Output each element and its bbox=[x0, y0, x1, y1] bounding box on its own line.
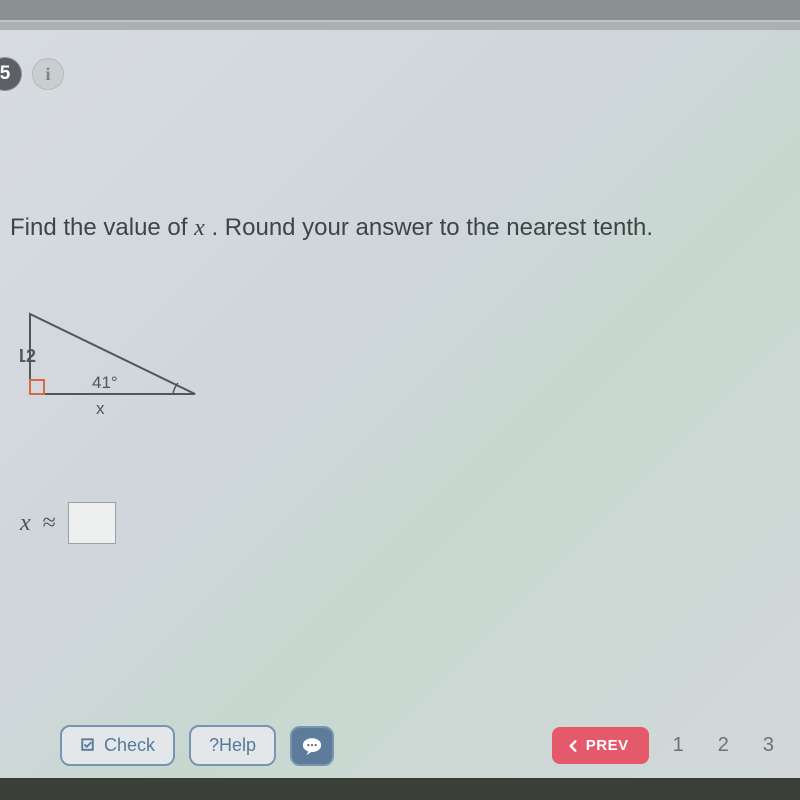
help-button[interactable]: ?Help bbox=[189, 725, 276, 766]
page-3[interactable]: 3 bbox=[753, 734, 784, 757]
bottom-toolbar: Check ?Help PREV 1 2 3 bbox=[0, 725, 800, 766]
check-icon bbox=[80, 737, 98, 755]
chevron-left-icon bbox=[566, 739, 580, 753]
content-screen: 5 i Find the value of x . Round your ans… bbox=[0, 20, 800, 780]
check-button[interactable]: Check bbox=[60, 725, 175, 766]
question-text: Find the value of x . Round your answer … bbox=[10, 212, 790, 244]
help-label: ?Help bbox=[209, 735, 256, 756]
question-prefix: Find the value of bbox=[10, 214, 194, 241]
top-divider-strip bbox=[0, 22, 800, 30]
page-2[interactable]: 2 bbox=[708, 734, 739, 757]
info-icon[interactable]: i bbox=[32, 58, 64, 90]
chat-button[interactable] bbox=[290, 726, 334, 766]
approx-symbol: ≈ bbox=[43, 510, 56, 537]
browser-chrome-bar bbox=[0, 0, 800, 20]
chat-icon bbox=[301, 736, 323, 756]
question-variable: x bbox=[194, 215, 205, 241]
triangle-diagram: 12 41° x bbox=[20, 302, 240, 432]
question-number-badge: 5 bbox=[0, 57, 22, 91]
answer-input[interactable] bbox=[68, 502, 116, 544]
question-header: 5 i bbox=[0, 57, 64, 91]
base-label: x bbox=[96, 399, 105, 418]
side-label: 12 bbox=[20, 346, 36, 366]
prev-label: PREV bbox=[586, 737, 629, 754]
check-label: Check bbox=[104, 735, 155, 756]
answer-variable: x bbox=[20, 510, 31, 537]
answer-row: x ≈ bbox=[20, 502, 116, 544]
page-1[interactable]: 1 bbox=[663, 734, 694, 757]
angle-label: 41° bbox=[92, 373, 118, 392]
prev-button[interactable]: PREV bbox=[552, 727, 649, 764]
question-suffix: . Round your answer to the nearest tenth… bbox=[205, 214, 653, 241]
